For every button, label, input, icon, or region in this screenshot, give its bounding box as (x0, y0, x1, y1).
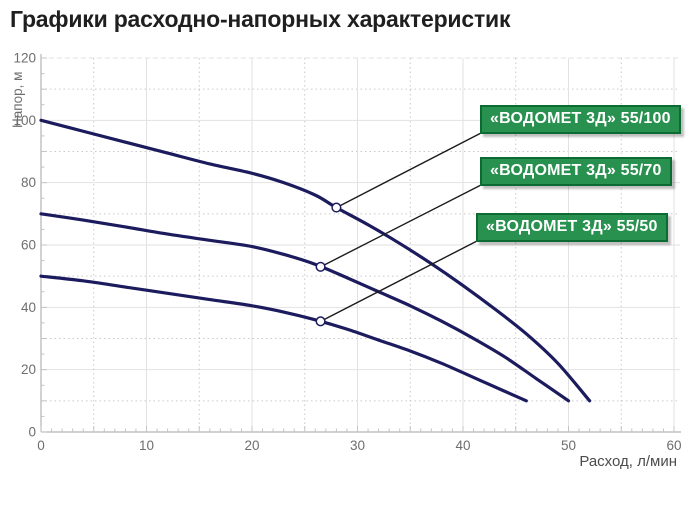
page-title: Графики расходно-напорных характеристик (10, 6, 511, 32)
curve-55-50 (39, 274, 528, 403)
y-axis-label: Напор, м (10, 71, 25, 128)
callout-marker-55-70 (315, 261, 326, 272)
x-axis-label: Расход, л/мин (579, 453, 677, 470)
callout-line-55-50 (320, 240, 478, 322)
x-tick-label: 30 (350, 438, 365, 453)
x-tick-label: 20 (244, 438, 259, 453)
y-tick-label: 100 (13, 113, 36, 128)
y-tick-label: 0 (28, 425, 36, 440)
series-label-55-50: «ВОДОМЕТ 3Д» 55/50 (476, 213, 668, 242)
x-tick-label: 40 (455, 438, 470, 453)
y-tick-label: 120 (13, 51, 36, 66)
callout-line-55-70 (320, 184, 482, 268)
y-tick-label: 40 (21, 300, 36, 315)
series-label-55-100: «ВОДОМЕТ 3Д» 55/100 (480, 105, 681, 134)
y-tick-label: 80 (21, 175, 36, 190)
y-tick-label: 20 (21, 362, 36, 377)
callout-line-55-100 (336, 132, 482, 209)
curve-55-70 (39, 212, 571, 403)
x-tick-label: 50 (561, 438, 576, 453)
y-tick-label: 60 (21, 238, 36, 253)
callout-marker-55-50 (315, 316, 326, 327)
x-tick-label: 0 (37, 438, 45, 453)
x-tick-label: 60 (666, 438, 681, 453)
series-label-55-70: «ВОДОМЕТ 3Д» 55/70 (480, 157, 672, 186)
callout-marker-55-100 (331, 202, 342, 213)
x-tick-label: 10 (139, 438, 154, 453)
